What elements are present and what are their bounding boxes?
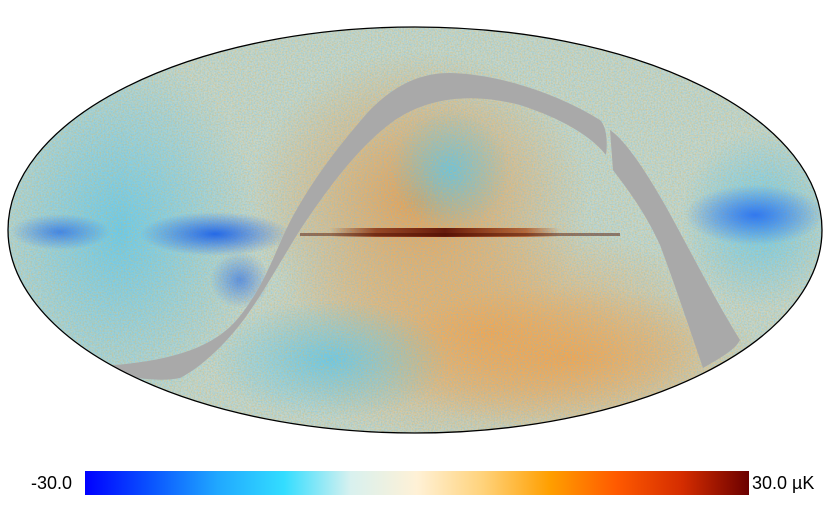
colorbar-min-label: -30.0 (31, 473, 73, 493)
blue-feature-left-lower (210, 252, 270, 308)
colorbar-max-label: 30.0 µK (752, 473, 815, 493)
colorbar: -30.0 30.0 µK (0, 468, 830, 498)
colorbar-gradient (85, 471, 749, 495)
blue-feature-left (140, 212, 290, 256)
sky-map-image (7, 26, 823, 434)
sky-map-content (8, 27, 822, 433)
map-outline (7, 26, 823, 434)
sky-map (7, 26, 823, 434)
galactic-plane-band (330, 228, 560, 237)
mask-band-left (100, 73, 607, 380)
galactic-plane-core (300, 233, 620, 236)
blue-feature-far-left (10, 214, 110, 250)
mask-band-right (610, 130, 740, 368)
blue-feature-right (685, 185, 822, 245)
